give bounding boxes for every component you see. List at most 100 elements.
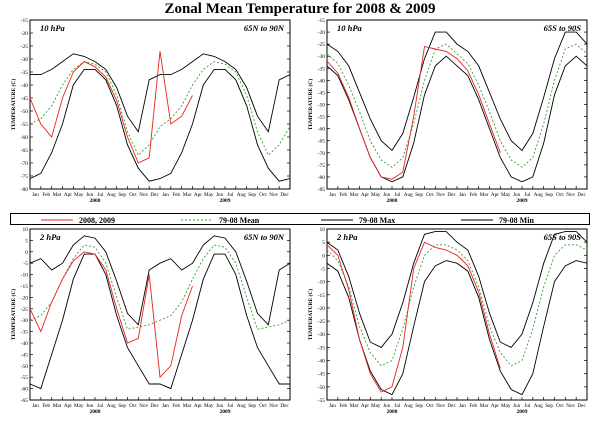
series-line xyxy=(29,235,291,326)
x-tick-label: Sep xyxy=(248,403,256,409)
series-line xyxy=(30,53,291,133)
x-tick-label: Aug xyxy=(534,403,543,409)
y-tick-label: -30 xyxy=(21,318,29,324)
y-tick-label: -30 xyxy=(318,332,326,338)
x-tick-label: Oct xyxy=(259,192,267,198)
x-tick-label: Dec xyxy=(447,403,456,409)
chart-title: Zonal Mean Temperature for 2008 & 2009 xyxy=(164,1,436,17)
series-line xyxy=(326,43,588,168)
x-tick-label: Jul xyxy=(227,192,234,198)
y-tick-label: -30 xyxy=(21,57,29,63)
legend-label: 79-08 Max xyxy=(359,216,395,225)
x-tick-label: Mar xyxy=(53,192,62,198)
x-tick-label: Oct xyxy=(426,403,434,409)
pressure-label: 10 hPa xyxy=(337,23,363,33)
x-tick-label: Oct xyxy=(129,192,137,198)
x-tick-label: May xyxy=(501,403,511,409)
y-tick-label: -50 xyxy=(318,385,326,391)
y-tick-label: -55 xyxy=(21,375,29,381)
panel-10hpa-south: -85 -80 -75 -70 -65 -60 -55 -50 -45 -40 -35 -30 -25 -… xyxy=(307,18,588,204)
x-tick-label: Mar xyxy=(480,403,489,409)
x-tick-label: Jul xyxy=(524,403,531,409)
x-tick-label: Jul xyxy=(394,403,401,409)
year-label: 2008 xyxy=(387,409,398,415)
x-tick-label: Oct xyxy=(556,403,564,409)
x-tick-label: Apr xyxy=(64,192,72,198)
series-line xyxy=(326,46,501,180)
series-line xyxy=(29,253,290,390)
y-tick-label: -80 xyxy=(318,175,326,181)
y-tick-label: -80 xyxy=(21,187,29,193)
y-tick-label: -55 xyxy=(318,398,326,404)
x-tick-label: Feb xyxy=(172,403,180,409)
y-tick-label: -15 xyxy=(318,293,326,299)
y-tick-label: -60 xyxy=(318,127,326,133)
y-tick-label: -50 xyxy=(21,364,29,370)
x-tick-label: Mar xyxy=(480,192,489,198)
y-tick-label: -85 xyxy=(318,187,326,193)
pressure-label: 10 hPa xyxy=(40,23,66,33)
series-line xyxy=(326,244,588,367)
x-tick-label: Jul xyxy=(524,192,531,198)
y-tick-label: -15 xyxy=(21,18,29,24)
region-label: 65S to 90S xyxy=(544,23,582,33)
pressure-label: 2 hPa xyxy=(336,232,358,242)
x-tick-label: Dec xyxy=(447,192,456,198)
y-tick-label: -70 xyxy=(318,151,326,157)
x-tick-label: Dec xyxy=(577,403,586,409)
x-tick-label: Feb xyxy=(172,192,180,198)
y-tick-label: -50 xyxy=(21,109,29,115)
x-tick-label: Nov xyxy=(269,403,278,409)
x-tick-label: Nov xyxy=(269,192,278,198)
x-tick-label: Feb xyxy=(339,192,347,198)
series-line xyxy=(29,61,291,156)
series-line xyxy=(29,51,193,164)
x-tick-label: Mar xyxy=(350,192,359,198)
x-tick-label: Jul xyxy=(97,192,104,198)
x-tick-label: Mar xyxy=(183,192,192,198)
y-tick-label: -15 xyxy=(318,18,326,24)
year-label: 2009 xyxy=(220,198,231,204)
y-tick-label: -25 xyxy=(318,42,326,48)
x-tick-label: Sep xyxy=(248,192,256,198)
year-label: 2008 xyxy=(90,198,101,204)
year-label: 2009 xyxy=(517,409,528,415)
series-line xyxy=(29,251,193,379)
y-tick-label: -55 xyxy=(21,122,29,128)
legend-label: 79-08 Min xyxy=(499,216,534,225)
x-tick-label: Jan xyxy=(329,192,336,198)
x-tick-label: Nov xyxy=(566,192,575,198)
y-tick-label: -70 xyxy=(21,161,29,167)
region-label: 65N to 90N xyxy=(244,23,285,33)
x-tick-label: Oct xyxy=(129,403,137,409)
y-tick-label: -30 xyxy=(318,54,326,60)
legend-label: 79-08 Mean xyxy=(219,216,260,225)
y-tick-label: -45 xyxy=(318,372,326,378)
y-axis-label: TEMPERATURE (C) xyxy=(10,289,17,341)
y-tick-label: -60 xyxy=(21,135,29,141)
x-tick-label: May xyxy=(74,192,84,198)
x-tick-label: Jun xyxy=(383,403,391,409)
y-tick-label: 5 xyxy=(322,240,325,246)
x-tick-label: Jan xyxy=(459,403,466,409)
x-tick-label: Sep xyxy=(118,403,126,409)
y-tick-label: -45 xyxy=(21,96,29,102)
x-tick-label: May xyxy=(371,192,381,198)
x-tick-label: Aug xyxy=(237,192,246,198)
y-tick-label: -65 xyxy=(21,148,29,154)
x-tick-label: Jul xyxy=(394,192,401,198)
x-tick-label: Jan xyxy=(32,192,39,198)
y-tick-label: -50 xyxy=(318,103,326,109)
x-tick-label: Dec xyxy=(280,192,289,198)
y-tick-label: -10 xyxy=(21,273,29,279)
x-tick-label: Jun xyxy=(513,403,521,409)
y-tick-label: -35 xyxy=(21,70,29,76)
x-tick-label: Apr xyxy=(64,403,72,409)
series-line xyxy=(29,68,291,182)
x-tick-label: Apr xyxy=(491,192,499,198)
x-tick-label: Jul xyxy=(97,403,104,409)
x-tick-label: Apr xyxy=(194,403,202,409)
x-tick-label: Jun xyxy=(513,192,521,198)
y-tick-label: -75 xyxy=(318,163,326,169)
